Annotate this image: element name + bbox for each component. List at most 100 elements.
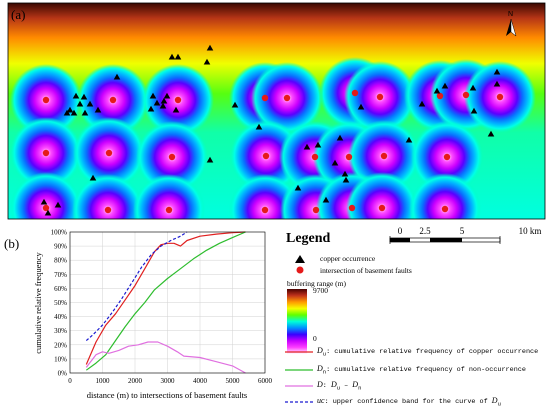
buffer-min-label: 0 — [313, 334, 317, 343]
plot-frame — [69, 231, 266, 374]
copper-occurrence-marker — [147, 105, 155, 112]
copper-occurrence-marker — [342, 176, 350, 183]
fault-intersection-marker — [436, 92, 444, 100]
series-line-d — [85, 341, 246, 374]
du-subscript: u — [322, 350, 327, 358]
north-arrow-icon: N — [506, 11, 517, 37]
fault-intersection-marker — [345, 153, 353, 161]
copper-occurrence-marker — [357, 103, 365, 110]
series-line-uc — [85, 231, 188, 342]
legend-title: Legend — [286, 231, 331, 246]
uc-symbol: uc — [317, 396, 325, 405]
fault-intersection-marker — [311, 153, 319, 161]
fault-intersection-marker — [378, 204, 386, 212]
x-tick-label: 2000 — [128, 377, 143, 385]
legend-dn: Dn: cumulative relative frequency of non… — [317, 364, 526, 375]
buffer-max-label: 9700 — [313, 286, 328, 295]
north-label: N — [508, 11, 513, 18]
d-formula-dn-sub: n — [358, 384, 362, 392]
copper-occurrence-marker — [163, 92, 171, 99]
scale-bar: 0 2.5 5 10 km — [389, 226, 541, 244]
y-tick-label: 40% — [54, 313, 67, 321]
d-formula-du: D — [330, 380, 337, 389]
fault-intersection-marker — [261, 206, 269, 214]
chart-panel-label: (b) — [4, 236, 19, 251]
fault-intersection-marker — [261, 94, 269, 102]
copper-occurrence-marker — [206, 44, 214, 51]
uc-description: : upper confidence band for the curve of — [324, 398, 492, 406]
y-tick-label: 0% — [58, 370, 68, 378]
du-description: : cumulative relative frequency of coppe… — [326, 348, 539, 356]
dn-subscript: n — [322, 368, 327, 376]
copper-occurrence-marker — [487, 130, 495, 137]
copper-occurrence-marker — [86, 100, 94, 107]
copper-occurrence-marker — [405, 136, 413, 143]
legend-du: Du: cumulative relative frequency of cop… — [317, 346, 538, 357]
copper-occurrence-marker — [81, 109, 89, 116]
copper-occurrence-marker — [70, 109, 78, 116]
y-axis-label: cumulative relative frequency — [33, 252, 43, 354]
buffer-zone — [346, 172, 418, 219]
cumulative-frequency-chart: (b) 0 1000 2000 3000 4000 5000 6000 0% 10% 20% 30%… — [4, 229, 273, 401]
copper-occurrence-marker — [153, 99, 161, 106]
d-separator: : — [322, 382, 331, 390]
x-tick-label: 0 — [68, 377, 72, 385]
fault-intersection-marker — [42, 96, 50, 104]
y-tick-label: 10% — [54, 355, 67, 363]
d-line-swatch — [285, 385, 313, 387]
x-tick-label: 4000 — [193, 377, 208, 385]
copper-occurrence-marker — [255, 123, 263, 130]
copper-occurrence-marker — [470, 107, 478, 114]
y-tick-label: 90% — [54, 243, 67, 251]
dn-symbol: D — [317, 364, 323, 373]
dn-description: : cumulative relative frequency of non-o… — [326, 366, 526, 374]
x-tick-label: 1000 — [96, 377, 111, 385]
x-tick-label: 6000 — [258, 377, 273, 385]
buffer-color-ramp — [287, 289, 307, 354]
uc-ref-subscript: u — [497, 400, 501, 408]
y-tick-label: 30% — [54, 327, 67, 335]
fault-intersection-marker — [462, 91, 470, 99]
copper-occurrence-marker — [336, 134, 344, 141]
x-tick-label: 5000 — [226, 377, 241, 385]
du-symbol: D — [317, 346, 323, 355]
buffer-zone — [133, 174, 205, 219]
copper-occurrence-marker — [303, 143, 311, 150]
copper-occurrence-marker — [294, 184, 302, 191]
buffer-range-title: buffering range (m) — [287, 279, 347, 288]
scale-tick-5: 5 — [460, 226, 465, 236]
y-tick-label: 20% — [54, 341, 67, 349]
series-line-du — [85, 231, 246, 365]
map-frame — [7, 2, 546, 220]
fault-intersection-marker — [312, 206, 320, 214]
fault-intersection-marker — [376, 93, 384, 101]
copper-occurrence-marker — [341, 170, 349, 177]
fault-intersection-marker — [283, 94, 291, 102]
copper-occurrence-marker — [469, 84, 477, 91]
fault-intersection-marker — [109, 96, 117, 104]
map-panel-label: (a) — [11, 7, 25, 22]
uc-ref-symbol: D — [491, 396, 498, 405]
copper-occurrence-marker — [159, 102, 167, 109]
copper-occurrence-marker — [493, 68, 501, 75]
copper-occurrence-marker — [203, 58, 211, 65]
copper-occurrence-marker — [172, 106, 180, 113]
copper-occurrence-marker — [40, 198, 48, 205]
copper-occurrence-marker — [433, 87, 441, 94]
fault-intersection-marker — [496, 93, 504, 101]
scale-tick-2-5: 2.5 — [419, 226, 431, 236]
copper-occurrence-marker — [160, 97, 168, 104]
copper-occurrence-marker — [314, 141, 322, 148]
fault-intersection-marker — [105, 149, 113, 157]
copper-occurrence-marker — [113, 73, 121, 80]
y-tick-label: 80% — [54, 257, 67, 265]
y-tick-label: 60% — [54, 285, 67, 293]
copper-occurrence-marker — [94, 106, 102, 113]
y-tick-label: 100% — [51, 229, 68, 237]
copper-occurrence-marker — [493, 80, 501, 87]
fault-intersection-marker — [165, 206, 173, 214]
x-tick-label: 3000 — [161, 377, 176, 385]
copper-occurrence-marker — [322, 196, 330, 203]
fault-intersection-marker — [380, 152, 388, 160]
copper-occurrence-marker — [80, 93, 88, 100]
